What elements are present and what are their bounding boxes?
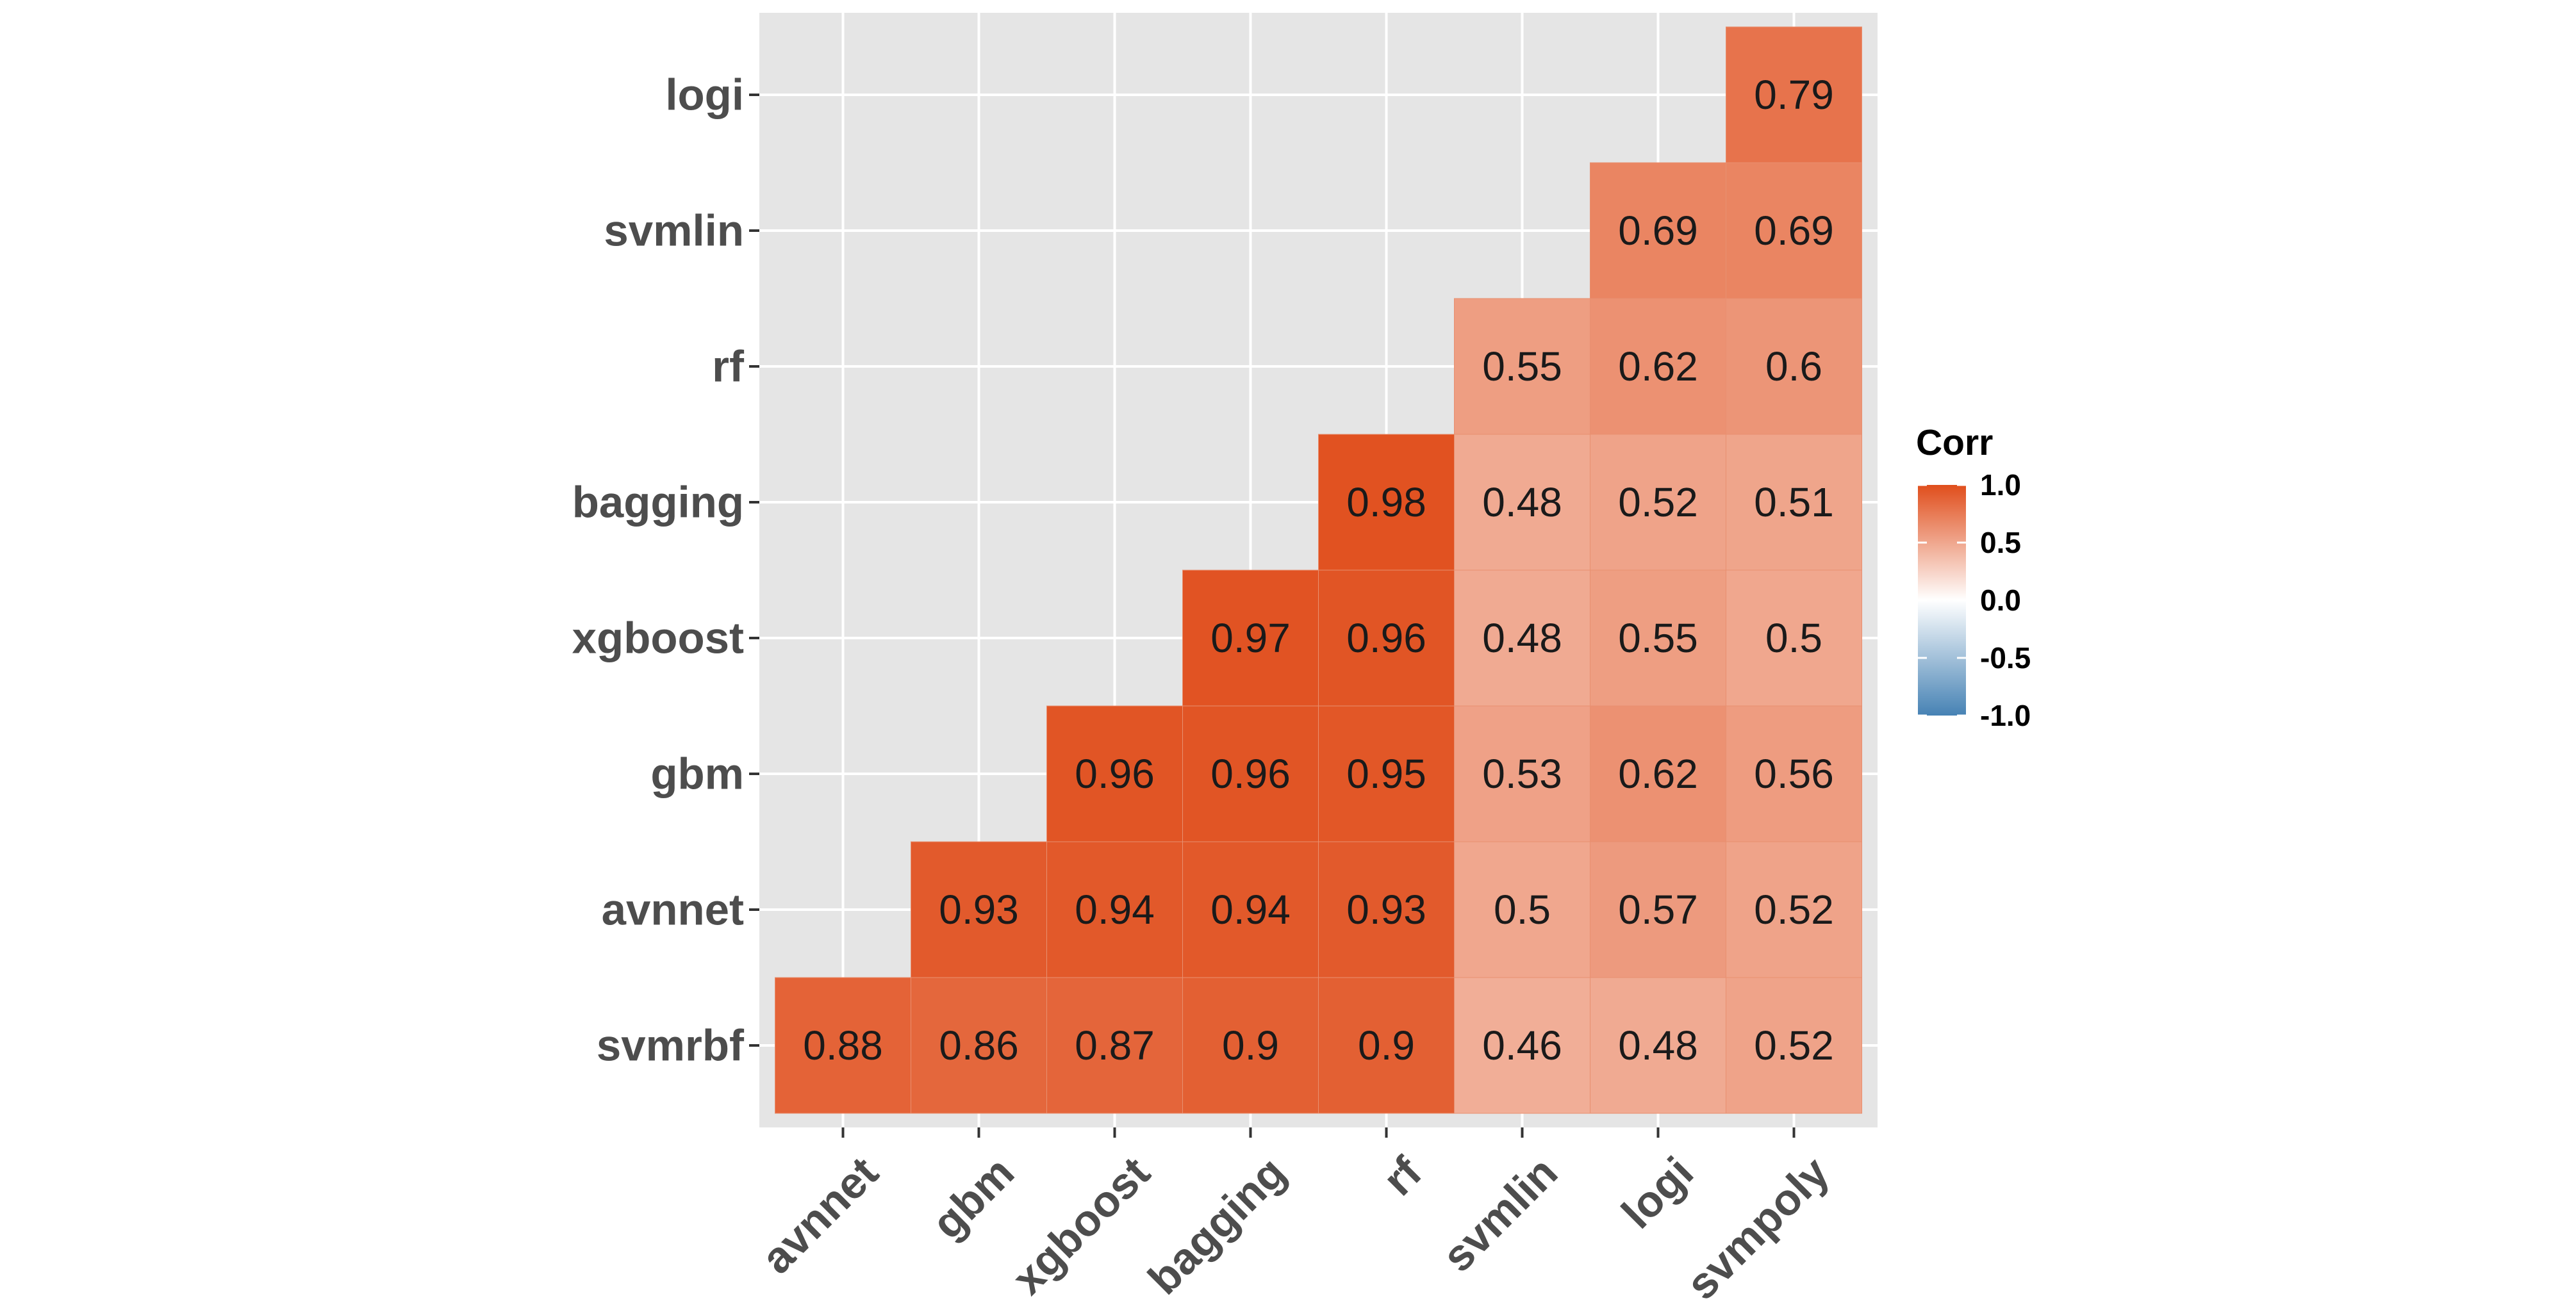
x-axis-label: avnnet — [752, 1147, 888, 1283]
heatmap-cell — [1182, 569, 1319, 707]
cell-value-label: 0.94 — [1075, 887, 1155, 933]
x-axis-label: gbm — [923, 1147, 1023, 1248]
y-axis-label: rf — [712, 342, 745, 391]
y-axis-label: svmrbf — [597, 1021, 745, 1070]
cell-value-label: 0.98 — [1346, 479, 1426, 525]
x-axis-label: logi — [1612, 1147, 1703, 1238]
legend: Corr 1.0 0.5 0.0 -0.5 -1.0 — [1916, 422, 2031, 732]
cell-value-label: 0.62 — [1618, 751, 1698, 797]
x-axis-label: svmpoly — [1677, 1147, 1838, 1309]
y-axis-label: xgboost — [572, 614, 744, 663]
heatmap-cell — [1726, 569, 1862, 707]
heatmap-cell — [1318, 977, 1455, 1114]
cell-value-label: 0.5 — [1765, 615, 1822, 661]
heatmap-cell — [1726, 434, 1862, 571]
legend-title: Corr — [1916, 422, 1993, 463]
heatmap-cell — [1726, 298, 1862, 435]
cell-value-label: 0.69 — [1754, 208, 1834, 254]
cell-value-label: 0.96 — [1346, 615, 1426, 661]
heatmap-cell — [1590, 841, 1726, 978]
legend-tick-label: 0.5 — [1980, 526, 2021, 559]
cell-value-label: 0.87 — [1075, 1022, 1155, 1068]
heatmap-cell — [1726, 26, 1862, 163]
heatmap-cell — [1046, 841, 1183, 978]
cell-value-label: 0.95 — [1346, 751, 1426, 797]
cell-value-label: 0.9 — [1222, 1022, 1279, 1068]
cell-value-label: 0.55 — [1482, 343, 1562, 389]
cell-value-label: 0.48 — [1618, 1022, 1698, 1068]
legend-tick-label: 1.0 — [1980, 468, 2021, 502]
heatmap-cell — [1726, 977, 1862, 1114]
cell-value-label: 0.57 — [1618, 887, 1698, 933]
heatmap-cell — [1182, 705, 1319, 842]
heatmap-cell — [1590, 434, 1726, 571]
heatmap-cell — [1454, 841, 1590, 978]
cell-value-label: 0.48 — [1482, 615, 1562, 661]
cell-value-label: 0.93 — [939, 887, 1019, 933]
legend-tick-label: 0.0 — [1980, 584, 2021, 617]
heatmap-cell — [1454, 705, 1590, 842]
heatmap-cell — [1590, 162, 1726, 299]
cell-value-label: 0.52 — [1754, 887, 1834, 933]
cell-value-label: 0.52 — [1618, 479, 1698, 525]
cell-value-label: 0.79 — [1754, 72, 1834, 118]
axis-ticks — [749, 94, 1796, 1138]
y-axis-label: gbm — [650, 749, 744, 799]
cell-value-label: 0.6 — [1765, 343, 1822, 389]
cell-value-label: 0.55 — [1618, 615, 1698, 661]
cell-value-label: 0.94 — [1210, 887, 1291, 933]
y-axis-labels: svmrbf avnnet gbm xgboost bagging rf svmlin log… — [572, 70, 745, 1070]
cell-value-label: 0.93 — [1346, 887, 1426, 933]
heatmap-cell — [911, 841, 1047, 978]
y-axis-label: logi — [665, 70, 744, 120]
heatmap-cell — [1726, 705, 1862, 842]
heatmap-cell — [1454, 298, 1590, 435]
heatmap-cell — [1726, 162, 1862, 299]
heatmap-cell — [1726, 841, 1862, 978]
heatmap-cell — [1318, 569, 1455, 707]
cell-value-label: 0.48 — [1482, 479, 1562, 525]
x-axis-label: xgboost — [1003, 1147, 1159, 1304]
legend-ticks: 1.0 0.5 0.0 -0.5 -1.0 — [1918, 468, 2031, 732]
cell-value-label: 0.56 — [1754, 751, 1834, 797]
heatmap-cell — [1318, 705, 1455, 842]
x-axis-label: svmlin — [1433, 1147, 1567, 1281]
cell-value-label: 0.46 — [1482, 1022, 1562, 1068]
heatmap-cell — [1590, 977, 1726, 1114]
y-axis-label: bagging — [572, 478, 744, 527]
cell-value-label: 0.51 — [1754, 479, 1834, 525]
y-axis-label: avnnet — [602, 885, 744, 935]
cell-value-label: 0.96 — [1075, 751, 1155, 797]
heatmap-cell — [911, 977, 1047, 1114]
heatmap-cell — [1454, 977, 1590, 1114]
cell-value-label: 0.5 — [1494, 887, 1551, 933]
y-axis-label: svmlin — [604, 206, 744, 256]
cell-value-label: 0.86 — [939, 1022, 1019, 1068]
heatmap-cell — [1590, 705, 1726, 842]
cell-value-label: 0.62 — [1618, 343, 1698, 389]
x-axis-label: rf — [1373, 1147, 1431, 1205]
heatmap-cell — [1182, 841, 1319, 978]
cell-value-label: 0.97 — [1210, 615, 1291, 661]
heatmap-cell — [1046, 977, 1183, 1114]
cell-value-label: 0.96 — [1210, 751, 1291, 797]
cell-value-label: 0.69 — [1618, 208, 1698, 254]
heatmap-cells: 0.88 0.86 0.87 0.9 0.9 0.46 0.48 0.52 0.93 0.94 0.… — [775, 26, 1862, 1114]
heatmap-cell — [1454, 569, 1590, 707]
cell-value-label: 0.52 — [1754, 1022, 1834, 1068]
x-axis-label: bagging — [1139, 1147, 1295, 1304]
heatmap-cell — [1590, 569, 1726, 707]
heatmap-cell — [1590, 298, 1726, 435]
cell-value-label: 0.88 — [803, 1022, 883, 1068]
cell-value-label: 0.9 — [1358, 1022, 1415, 1068]
heatmap-cell — [775, 977, 911, 1114]
legend-tick-label: -0.5 — [1980, 641, 2031, 675]
cell-value-label: 0.53 — [1482, 751, 1562, 797]
legend-tick-label: -1.0 — [1980, 699, 2031, 732]
